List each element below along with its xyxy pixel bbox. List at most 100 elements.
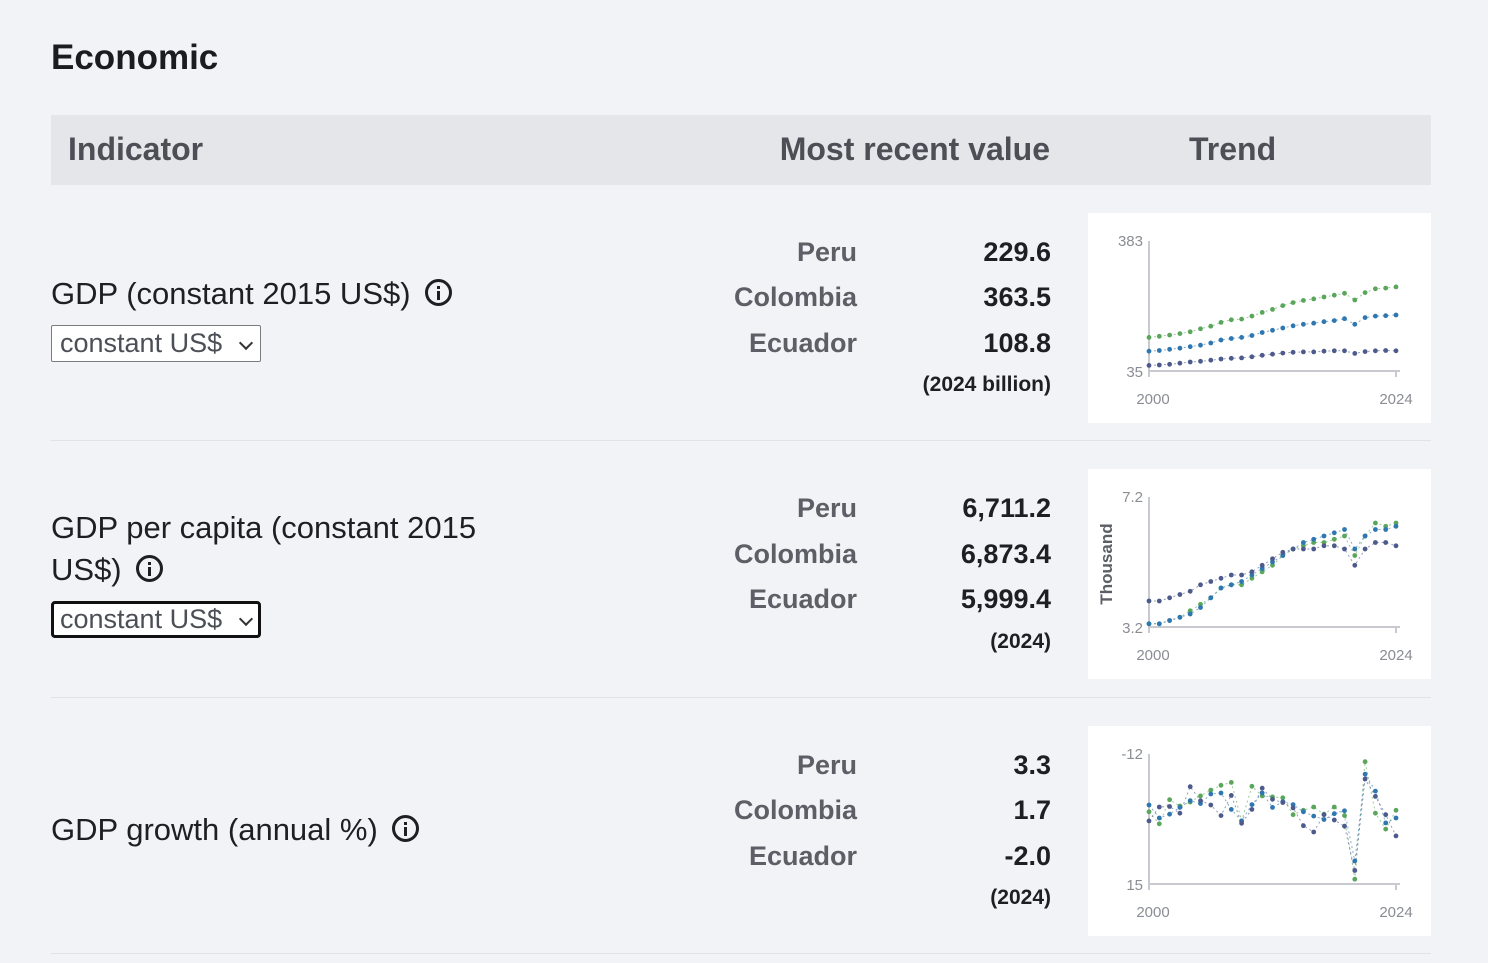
data-point [1290,802,1296,807]
data-point [1228,780,1234,785]
y-tick-label: 3.2 [1122,620,1143,637]
data-point [1342,527,1347,532]
data-point [1167,332,1172,338]
data-point [1270,562,1275,568]
data-point [1373,788,1378,794]
data-point [1177,805,1183,810]
y-tick-label: -12 [1121,746,1143,763]
data-point [1259,330,1265,335]
data-point [1342,290,1347,296]
data-point [1311,813,1317,819]
y-tick-label: 7.2 [1122,489,1143,506]
data-point [1321,319,1327,325]
data-point [1331,318,1337,323]
data-point [1311,804,1317,810]
data-point [1373,348,1378,354]
data-point [1301,809,1306,815]
unit-select[interactable]: constant US$ [51,325,261,362]
data-point [1311,296,1317,302]
series-line-1 [1149,525,1397,625]
indicator-link-gdp[interactable]: GDP (constant 2015 US$) [51,276,411,311]
value-note: (2024) [990,886,1051,909]
series-line-1 [1148,772,1397,862]
data-point [1198,358,1203,364]
data-point [1177,345,1183,351]
section-title: Economic [51,38,219,77]
data-point [1352,546,1358,552]
data-point [1290,349,1296,355]
data-point [1239,316,1244,322]
data-point [1218,575,1224,581]
info-icon[interactable] [391,815,419,843]
data-point [1259,785,1265,791]
data-point [1393,520,1399,526]
data-point [1352,297,1358,303]
data-point [1208,787,1214,793]
data-point [1146,621,1152,627]
data-point [1177,592,1183,597]
data-point [1383,812,1389,818]
value-peru: 229.6 [983,237,1051,267]
data-point [1249,313,1255,319]
data-point [1301,349,1306,355]
header-indicator: Indicator [68,131,204,167]
data-point [1331,811,1337,817]
unit-select[interactable]: constant US$ [51,601,261,638]
data-point [1290,546,1296,552]
data-point [1208,323,1214,329]
data-point [1187,359,1193,365]
data-point [1259,352,1265,358]
data-point [1352,876,1358,882]
data-point [1311,349,1317,355]
data-point [1290,323,1296,329]
data-point [1393,815,1399,821]
data-point [1177,614,1183,620]
data-point [1383,348,1389,353]
data-point [1321,540,1327,545]
data-point [1342,808,1347,814]
trend-chart-svg: 383 35 2000 2024 [1118,233,1413,408]
country-label: Colombia [733,282,857,312]
data-point [1218,356,1224,362]
data-point [1167,811,1172,817]
data-point [1249,569,1255,575]
value-ecuador: 5,999.4 [960,584,1051,614]
data-point [1321,817,1327,822]
data-point [1352,868,1358,873]
data-point [1383,540,1389,545]
data-point [1187,329,1193,335]
data-point [1249,783,1255,789]
indicator-name: GDP growth (annual %) [51,809,419,851]
data-point [1228,793,1234,798]
data-point [1301,298,1306,303]
series-line-2 [1149,542,1397,602]
y-axis-label: Thousand [1097,523,1116,604]
data-point [1167,618,1172,623]
info-icon[interactable] [424,279,452,307]
value-ecuador: 108.8 [983,328,1051,358]
unit-select-value: constant US$ [60,604,223,634]
data-point [1208,579,1214,584]
series-line-0 [1149,522,1397,625]
trend-chart-gdp[interactable]: 383 35 2000 2024 [1088,213,1431,423]
x-tick-label: 2000 [1136,391,1169,408]
data-point [1156,362,1162,368]
chevron-down-icon [238,611,254,627]
indicator-link-gdp-per-capita[interactable]: GDP per capita (constant 2015 [51,510,477,545]
info-icon[interactable] [135,555,163,583]
trend-chart-gdp-per-capita[interactable]: 7.2 3.2 2000 2024 Thousand [1088,469,1431,679]
data-point [1311,536,1317,542]
data-point [1177,360,1183,366]
x-tick-label: 2024 [1379,391,1412,408]
data-point [1362,349,1368,354]
data-point [1342,316,1347,322]
data-point [1311,320,1317,326]
data-point [1280,800,1286,805]
trend-chart-gdp-growth[interactable]: -12 15 2000 2024 [1088,726,1431,936]
indicator-link-gdp-per-capita-cont[interactable]: US$) [51,552,122,587]
indicator-link-gdp-growth[interactable]: GDP growth (annual %) [51,812,378,847]
indicator-row-gdp: GDP (constant 2015 US$) constant US$ Per… [51,185,1431,441]
data-point [1228,572,1234,578]
country-label: Peru [796,750,857,780]
unit-select-value: constant US$ [60,328,223,358]
